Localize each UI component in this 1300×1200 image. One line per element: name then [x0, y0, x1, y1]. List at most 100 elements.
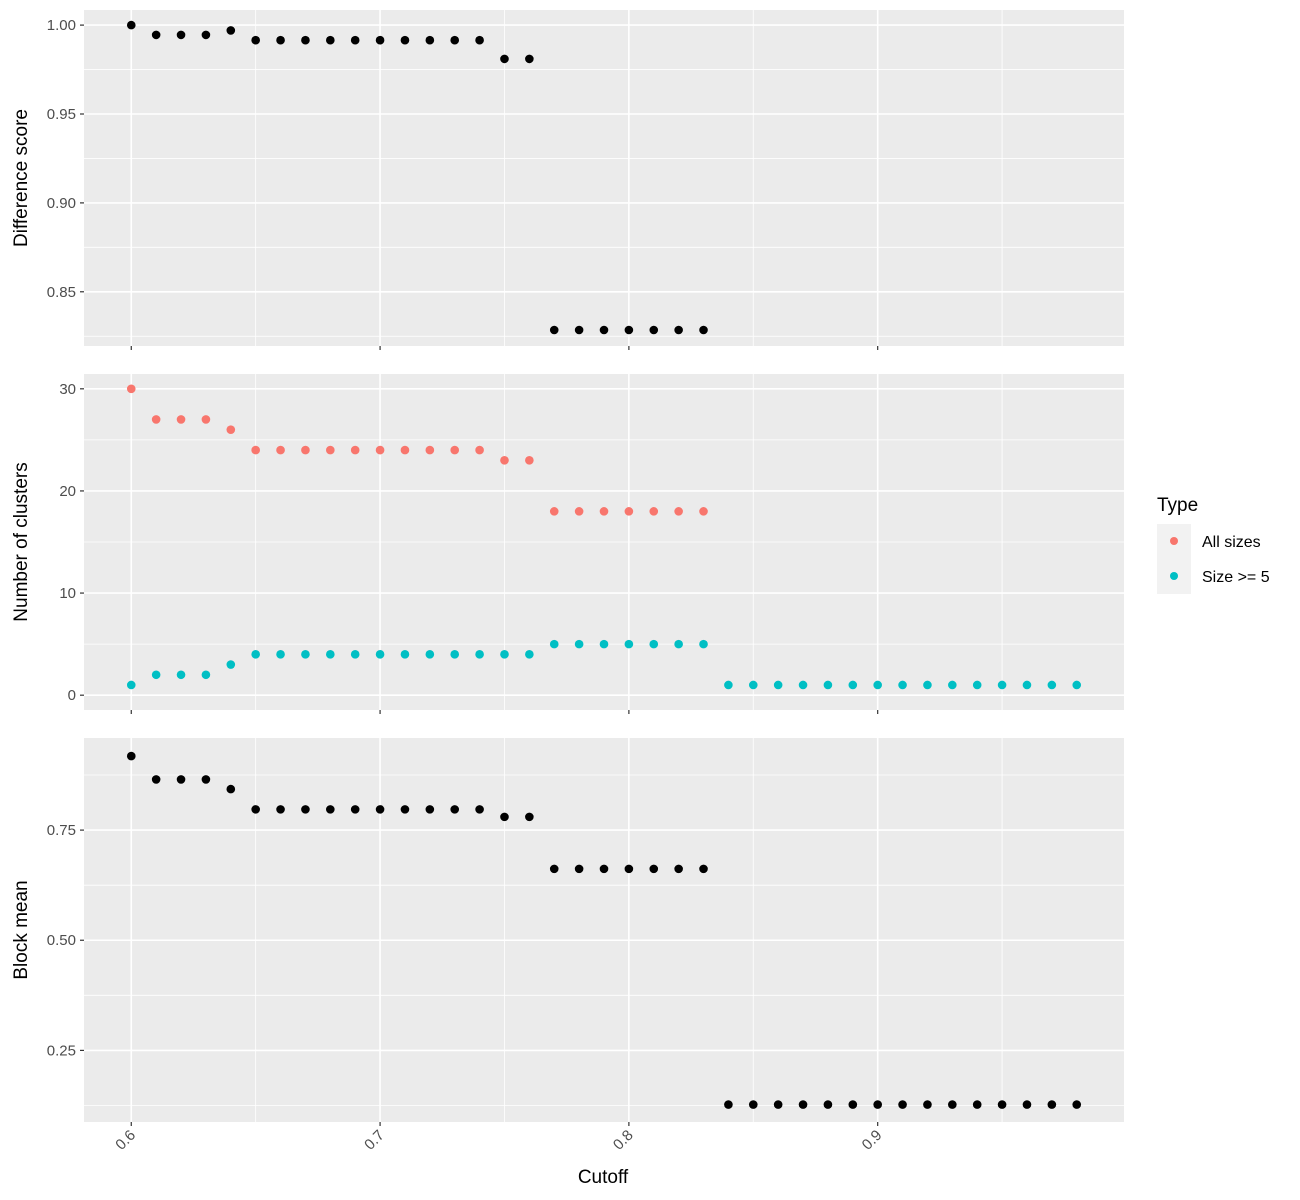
data-point	[525, 455, 534, 465]
data-point	[699, 639, 708, 649]
legend-key-bg	[1157, 524, 1191, 594]
panel-3: 0.25 0.50 0.75 Block mean 0.6 0.7 0.8 0.9	[11, 738, 1124, 1154]
data-point	[873, 680, 882, 690]
data-point	[226, 660, 236, 669]
data-point	[400, 445, 410, 455]
legend: Type All sizes Size >= 5	[1157, 495, 1270, 594]
data-point	[525, 650, 534, 659]
y-axis-title: Number of clusters	[11, 462, 32, 621]
data-point	[326, 35, 335, 45]
data-point	[948, 680, 957, 690]
data-point	[574, 507, 584, 516]
data-point	[923, 1100, 932, 1109]
data-point	[226, 425, 236, 434]
data-point	[699, 325, 708, 335]
data-point	[674, 864, 683, 874]
data-point	[724, 1100, 733, 1109]
data-point	[425, 805, 435, 814]
x-tick-label: 0.8	[610, 1127, 637, 1154]
data-point	[151, 30, 161, 40]
data-point	[898, 1100, 907, 1109]
data-point	[176, 775, 186, 784]
data-point	[151, 670, 161, 680]
data-point	[350, 445, 360, 455]
data-point	[674, 639, 683, 649]
data-point	[773, 1100, 783, 1109]
data-point	[201, 30, 211, 40]
data-point	[848, 1100, 858, 1109]
data-point	[599, 639, 609, 649]
y-tick-label: 0.95	[47, 106, 76, 123]
y-tick-label: 0.85	[47, 284, 76, 301]
data-point	[176, 30, 186, 40]
data-point	[948, 1100, 957, 1109]
data-point	[1022, 680, 1032, 690]
data-point	[251, 650, 260, 659]
data-point	[1047, 680, 1057, 690]
data-point	[276, 805, 285, 814]
data-point	[1072, 680, 1082, 690]
data-point	[425, 445, 435, 455]
data-point	[201, 775, 211, 784]
data-point	[326, 805, 335, 814]
data-point	[574, 639, 584, 649]
data-point	[176, 670, 186, 680]
data-point	[624, 639, 634, 649]
data-point	[301, 35, 310, 45]
data-point	[574, 325, 584, 335]
data-point	[624, 325, 634, 335]
data-point	[201, 415, 211, 424]
data-point	[599, 864, 609, 874]
legend-key-all-sizes	[1170, 537, 1178, 545]
data-point	[773, 680, 783, 690]
panels-layer: 0.85 0.90 0.95 1.00 Difference score 0 10 20 30 N…	[11, 10, 1124, 1154]
data-point	[375, 650, 385, 659]
data-point	[1047, 1100, 1057, 1109]
y-axis-title: Difference score	[11, 109, 32, 247]
data-point	[549, 507, 559, 516]
data-point	[724, 680, 733, 690]
data-point	[649, 864, 659, 874]
data-point	[624, 864, 634, 874]
data-point	[748, 680, 758, 690]
legend-key-size-ge-5	[1170, 572, 1178, 580]
data-point	[151, 775, 161, 784]
data-point	[301, 805, 310, 814]
data-point	[674, 325, 683, 335]
data-point	[151, 415, 161, 424]
data-point	[599, 507, 609, 516]
data-point	[450, 35, 460, 45]
data-point	[549, 325, 559, 335]
data-point	[375, 445, 385, 455]
data-point	[549, 639, 559, 649]
x-axis-title: Cutoff	[578, 1167, 629, 1188]
data-point	[126, 20, 136, 30]
data-point	[400, 650, 410, 659]
y-tick-label: 0.90	[47, 195, 76, 212]
data-point	[699, 864, 708, 874]
data-point	[649, 639, 659, 649]
data-point	[126, 751, 136, 761]
y-tick-label: 0.75	[47, 822, 76, 839]
data-point	[226, 26, 236, 35]
data-point	[276, 35, 285, 45]
panel-background	[84, 10, 1124, 346]
x-tick-label: 0.6	[112, 1127, 139, 1154]
data-point	[450, 445, 460, 455]
data-point	[997, 680, 1007, 690]
data-point	[798, 680, 808, 690]
y-tick-label: 10	[59, 585, 76, 602]
data-point	[425, 35, 435, 45]
data-point	[500, 650, 509, 659]
data-point	[126, 384, 136, 394]
data-point	[301, 445, 310, 455]
data-point	[375, 805, 385, 814]
data-point	[500, 455, 509, 465]
panel-1: 0.85 0.90 0.95 1.00 Difference score	[11, 10, 1124, 350]
data-point	[400, 805, 410, 814]
legend-label-all-sizes: All sizes	[1202, 534, 1261, 551]
data-point	[276, 445, 285, 455]
data-point	[176, 415, 186, 424]
data-point	[972, 1100, 982, 1109]
